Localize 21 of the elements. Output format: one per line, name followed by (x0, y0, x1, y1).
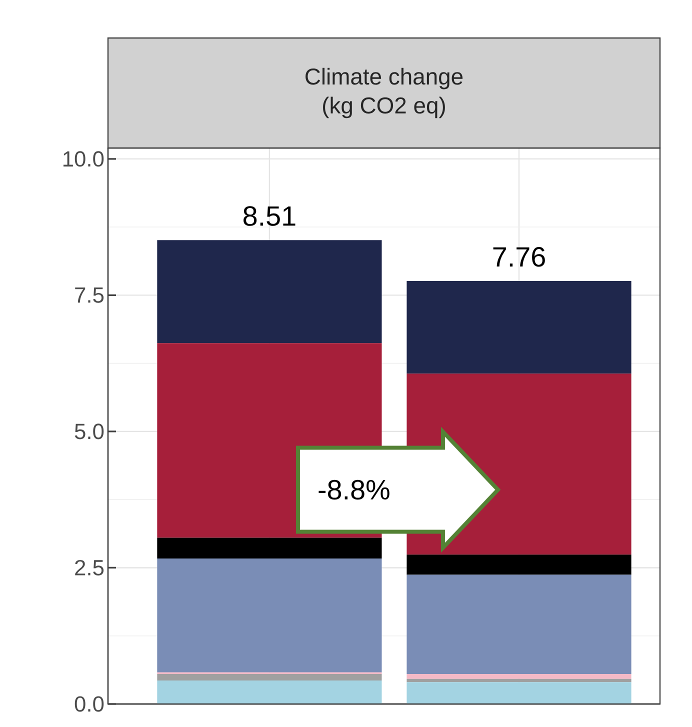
annotation: -8.8% (318, 480, 390, 500)
y-tick-label: 0.0 (74, 696, 104, 712)
bar (406, 574, 632, 674)
total-label: 7.76 (493, 247, 545, 267)
bar (406, 678, 632, 682)
bar (157, 240, 382, 344)
total-label: 8.51 (244, 206, 296, 226)
y-tick-label: 5.0 (74, 424, 104, 440)
bar (157, 674, 382, 681)
chart-subtitle: (kg CO2 eq) (323, 96, 445, 118)
y-tick-label: 2.5 (75, 560, 104, 576)
bar (157, 538, 382, 558)
bar (406, 554, 632, 575)
bar (406, 674, 632, 679)
bar (406, 682, 632, 704)
bar (157, 680, 382, 704)
chart-title: Climate change (306, 68, 463, 90)
y-tick-label: 10.0 (63, 151, 104, 167)
bar (406, 280, 632, 374)
bar (157, 558, 382, 672)
y-tick-label: 7.5 (75, 288, 104, 303)
